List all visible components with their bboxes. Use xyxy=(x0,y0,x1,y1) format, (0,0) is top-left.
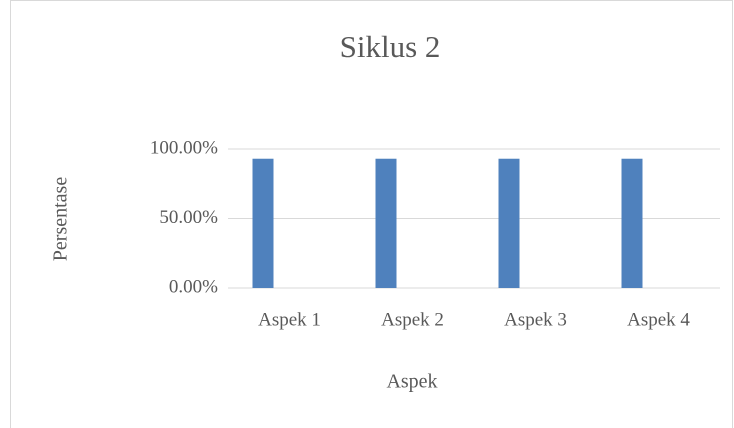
y-tick-label: 0.00% xyxy=(169,276,218,297)
bar xyxy=(621,158,643,288)
y-tick-label: 50.00% xyxy=(159,207,218,228)
bar xyxy=(375,158,397,288)
x-tick-label: Aspek 4 xyxy=(627,309,690,330)
chart-border xyxy=(10,0,733,428)
y-tick-label: 100.00% xyxy=(150,137,218,158)
x-axis-title: Aspek xyxy=(386,371,437,393)
x-tick-label: Aspek 3 xyxy=(504,309,567,330)
x-tick-label: Aspek 2 xyxy=(381,309,444,330)
bar xyxy=(498,158,520,288)
bar xyxy=(252,158,274,288)
chart-title: Siklus 2 xyxy=(340,29,441,64)
y-axis-title: Persentase xyxy=(50,177,72,262)
x-tick-label: Aspek 1 xyxy=(258,309,321,330)
